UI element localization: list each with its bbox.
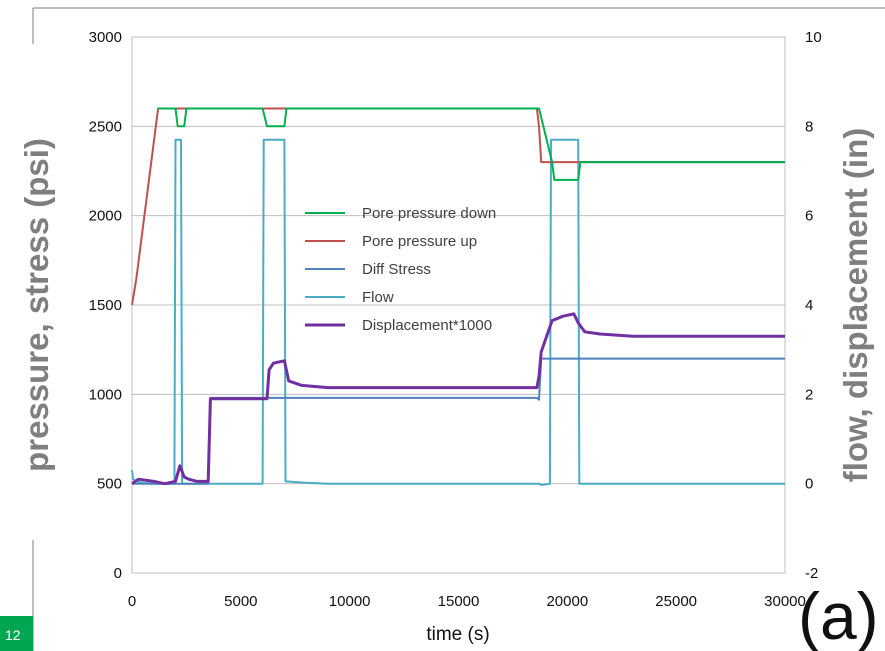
- y-left-tick-label: 3000: [89, 29, 122, 46]
- x-tick-label: 5000: [224, 593, 257, 610]
- slide-number-box: [0, 616, 33, 651]
- legend-label: Displacement*1000: [362, 317, 492, 334]
- x-tick-label: 30000: [764, 593, 806, 610]
- series-line-pore-pressure-up: [131, 107, 785, 306]
- y-left-tick-label: 2500: [89, 118, 122, 135]
- y-axis-left-label: pressure, stress (psi): [18, 138, 55, 472]
- legend-label: Pore pressure up: [362, 233, 477, 250]
- y-left-tick-label: 1000: [89, 386, 122, 403]
- y-left-tick-label: 500: [97, 476, 122, 493]
- panel-label: (a): [798, 579, 879, 651]
- x-axis-label: time (s): [426, 624, 489, 645]
- series-line-flow: [131, 138, 785, 486]
- y-left-tick-label: 1500: [89, 297, 122, 314]
- y-right-tick-label: 2: [805, 386, 813, 403]
- legend-label: Diff Stress: [362, 261, 431, 278]
- slide-number: 12: [5, 627, 21, 643]
- x-tick-label: 10000: [329, 593, 371, 610]
- series-line-pore-pressure-down: [158, 107, 785, 181]
- y-axis-right-label: flow, displacement (in): [837, 128, 874, 482]
- x-tick-label: 25000: [655, 593, 697, 610]
- y-right-tick-label: 4: [805, 297, 813, 314]
- x-tick-label: 0: [128, 593, 136, 610]
- series-line-displacement-1000: [131, 312, 785, 486]
- x-tick-label: 20000: [546, 593, 588, 610]
- y-right-tick-label: 10: [805, 29, 822, 46]
- y-right-tick-label: 8: [805, 118, 813, 135]
- y-right-tick-label: -2: [805, 565, 818, 582]
- y-left-tick-label: 2000: [89, 208, 122, 225]
- x-tick-label: 15000: [438, 593, 480, 610]
- y-right-tick-label: 0: [805, 476, 813, 493]
- y-left-tick-label: 0: [114, 565, 122, 582]
- legend-label: Flow: [362, 289, 394, 306]
- y-right-tick-label: 6: [805, 208, 813, 225]
- legend-label: Pore pressure down: [362, 205, 496, 222]
- series-line-diff-stress: [132, 357, 785, 485]
